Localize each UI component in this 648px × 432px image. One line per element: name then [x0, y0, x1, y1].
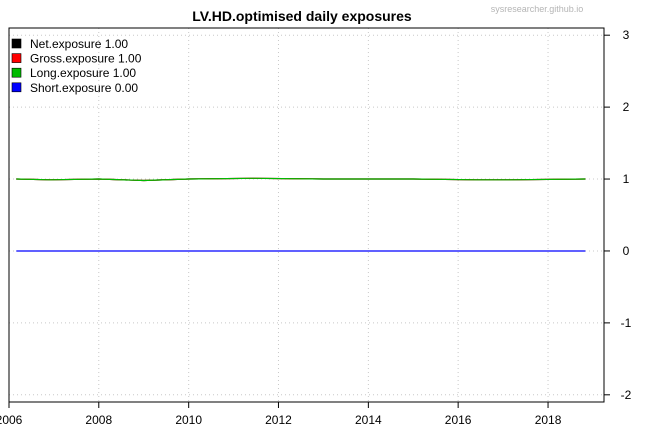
chart-title: LV.HD.optimised daily exposures	[192, 8, 412, 24]
series-line-long-exposure	[16, 177, 586, 182]
legend-swatch	[11, 82, 22, 93]
legend-label: Gross.exposure 1.00	[30, 52, 142, 66]
axis-layer: -2 -1 0 1 2 3 2006 2008 2010 2012 2014 2016 2018	[0, 28, 632, 427]
legend-label: Short.exposure 0.00	[30, 81, 138, 95]
y-tick-label: 3	[623, 28, 630, 42]
x-tick-label: 2012	[265, 413, 292, 427]
x-tick-label: 2014	[355, 413, 382, 427]
y-tick-label: -2	[621, 388, 632, 402]
x-tick-label: 2008	[85, 413, 112, 427]
y-tick-label: 1	[623, 172, 630, 186]
legend-label: Long.exposure 1.00	[30, 66, 136, 80]
x-tick-label: 2010	[175, 413, 202, 427]
y-tick-label: 2	[623, 100, 630, 114]
x-tick-label: 2016	[445, 413, 472, 427]
series-layer	[16, 177, 586, 252]
legend-swatch	[11, 67, 22, 78]
legend-swatch	[11, 38, 22, 49]
plot-frame	[8, 27, 605, 403]
x-tick-label: 2006	[0, 413, 23, 427]
watermark-text: sysresearcher.github.io	[491, 4, 584, 14]
y-tick-label: 0	[623, 244, 630, 258]
legend-swatch	[11, 53, 22, 63]
y-tick-label: -1	[621, 316, 632, 330]
x-tick-label: 2018	[535, 413, 562, 427]
legend-label: Net.exposure 1.00	[30, 37, 128, 51]
